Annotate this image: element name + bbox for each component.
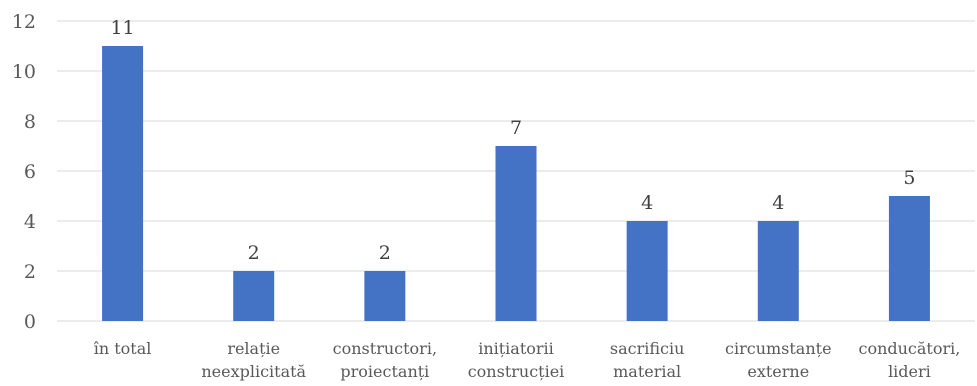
category-label-line: neexplicitată — [201, 362, 306, 381]
y-tick-label: 0 — [24, 311, 36, 333]
data-label: 2 — [379, 242, 391, 264]
data-label: 4 — [641, 192, 653, 214]
category-label: constructori, proiectanți — [333, 339, 437, 381]
y-tick-label: 6 — [24, 161, 36, 183]
bar — [364, 271, 406, 321]
bar — [102, 46, 144, 321]
category-label-line: externe — [747, 362, 809, 381]
y-tick-label: 10 — [12, 61, 36, 83]
category-label-line: în total — [94, 339, 152, 358]
y-tick-label: 8 — [24, 111, 36, 133]
data-label: 5 — [903, 167, 915, 189]
category-label-line: proiectanți — [340, 362, 429, 381]
bar — [495, 146, 537, 321]
category-label: conducători, lideri — [858, 339, 960, 381]
category-label-line: sacrificiu — [610, 339, 685, 358]
category-label-line: material — [613, 362, 681, 381]
category-label: circumstanțe externe — [725, 339, 832, 381]
bar — [233, 271, 275, 321]
y-tick-label: 12 — [12, 11, 36, 33]
data-label: 2 — [248, 242, 260, 264]
category-label-line: inițiatorii — [478, 339, 554, 358]
data-label: 4 — [772, 192, 784, 214]
bars — [102, 46, 930, 321]
category-label-line: constructori, — [333, 339, 437, 358]
category-label-line: construcției — [468, 362, 565, 381]
data-labels: 11 2 2 7 4 4 5 — [110, 17, 915, 264]
bar — [626, 221, 668, 321]
data-label: 11 — [110, 17, 134, 39]
category-label: în total — [94, 339, 152, 358]
y-tick-label: 2 — [24, 261, 36, 283]
y-tick-label: 4 — [24, 211, 36, 233]
bar — [757, 221, 799, 321]
category-label: relație neexplicitată — [201, 339, 306, 381]
category-label-line: lideri — [888, 362, 931, 381]
category-label-line: relație — [227, 339, 280, 358]
x-axis-categories: în total relație neexplicitată constructori… — [94, 339, 961, 381]
category-label-line: circumstanțe — [725, 339, 832, 358]
category-label: sacrificiu material — [610, 339, 685, 381]
y-axis-ticks: 0 2 4 6 8 10 12 — [12, 11, 36, 333]
bar — [888, 196, 930, 321]
data-label: 7 — [510, 117, 522, 139]
category-label: inițiatorii construcției — [468, 339, 565, 381]
category-label-line: conducători, — [858, 339, 960, 358]
